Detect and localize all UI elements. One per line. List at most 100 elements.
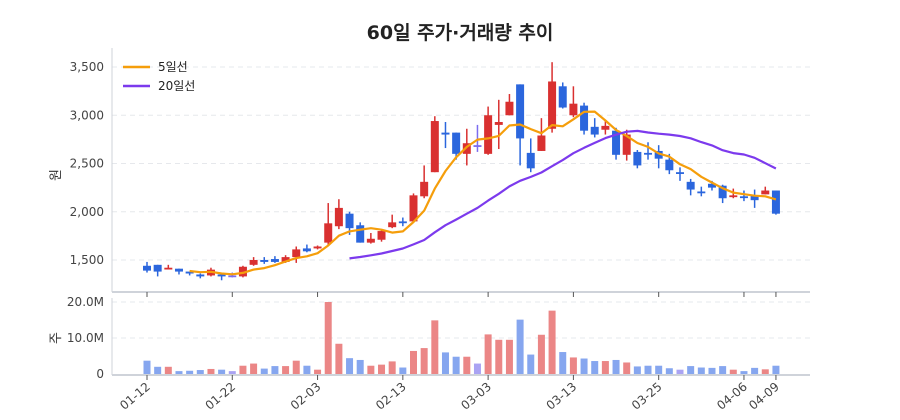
candle-body [281,257,290,262]
volume-bar [559,352,567,374]
candle-body [718,185,727,199]
volume-bar [292,360,300,374]
volume-bar [154,366,162,374]
volume-bar [175,371,183,374]
candle [771,190,780,215]
candle [249,257,258,266]
price-tick-label: 3,000 [70,108,104,122]
candle [537,118,546,151]
volume-bar [207,368,215,374]
volume-bar [516,319,524,374]
candle-body [750,195,759,201]
volume-bar [143,360,151,374]
volume-bar [484,334,492,374]
ma-line-20 [349,129,777,260]
candle [441,122,450,149]
candle-body [612,130,621,155]
moving-averages [189,110,777,276]
candle-body [761,190,770,195]
volume-bar [537,334,545,374]
candle [430,116,439,173]
candle [292,246,301,263]
candle [334,199,343,230]
candle [494,99,503,150]
volume-bar [186,370,194,374]
volume-bar [548,310,556,374]
x-tick-label: 04-09 [746,380,782,413]
candle-body [739,196,748,199]
volume-bar [761,369,769,374]
candles [143,62,780,281]
volume-tick-label: 10.0M [67,331,104,345]
candle-body [409,195,418,222]
x-tick-label: 03-03 [458,380,494,413]
candle-body [473,145,482,147]
candle-body [398,221,407,224]
candle-body [164,267,173,270]
candle-body [185,271,194,274]
candle [324,203,333,246]
volume-bar [239,365,247,374]
candle-body [452,132,461,154]
volume-bar [218,369,226,374]
volume-tick-label: 0 [96,367,104,381]
candle-body [505,101,514,116]
volume-bar [388,361,396,374]
candle-body [143,265,151,271]
volume-bar [431,320,439,374]
candle-body [260,260,269,262]
candle-body [217,274,226,277]
volume-axis-label: 주 [49,332,64,344]
candle [558,82,567,109]
y-ticks: 1,500 2,000 2,500 3,000 3,500 0 10.0M 20.0M [67,60,104,381]
candle [217,273,226,281]
volume-bar [505,339,513,374]
candle-body [292,249,301,258]
legend-label-ma20: 20일선 [158,79,195,93]
volume-bar [282,366,290,374]
volume-bar [271,366,279,374]
volume-bar [601,361,609,374]
candle [484,106,493,155]
candle-body [569,103,578,116]
volume-bar [676,369,684,374]
candle-body [601,125,610,130]
candle-body [665,159,674,171]
volume-bar [655,365,663,374]
candle [505,94,514,116]
candle [612,127,621,160]
volume-bar [196,370,204,374]
x-tick-label: 01-12 [117,380,153,413]
price-tick-label: 1,500 [70,253,104,267]
candle [473,124,482,152]
candle [644,142,653,160]
candle [590,118,599,138]
candle-body [697,191,706,194]
volume-bar [697,367,705,374]
candle [548,62,557,133]
candle [601,120,610,135]
candle-body [270,259,279,262]
candle [143,261,151,273]
candle [185,271,194,276]
candle-body [174,268,183,272]
volume-bar [346,358,354,374]
volume-bar [441,352,449,374]
volume-bar [250,363,258,374]
x-tick-label: 03-13 [544,380,580,413]
volume-bar [420,348,428,374]
candle-body [462,143,471,154]
volume-bar [228,371,236,374]
volume-bar [623,362,631,374]
volume-bar [410,350,417,374]
candle [654,145,663,169]
volume-bar [569,357,577,374]
volume-bar [314,369,322,374]
legend: 5일선 20일선 [123,60,195,93]
candle-body [590,126,599,135]
candle-body [654,150,663,159]
candle-body [238,266,247,277]
x-tick-label: 03-25 [629,380,665,413]
candle [761,186,770,195]
